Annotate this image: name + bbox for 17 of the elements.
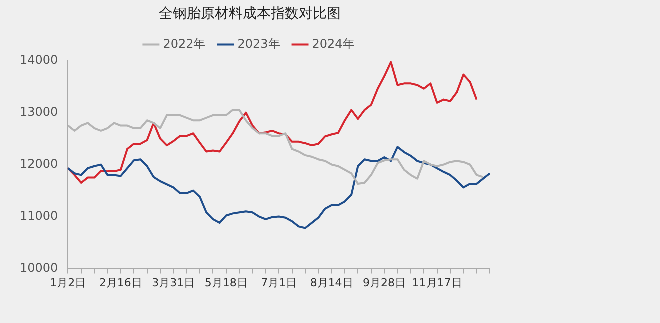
chart-title: 全钢胎原材料成本指数对比图 — [159, 6, 341, 22]
x-tick-label: 11月17日 — [412, 276, 462, 290]
legend-label: 2024年 — [312, 36, 355, 51]
y-tick-label: 10000 — [20, 260, 58, 275]
x-tick-label: 3月31日 — [152, 276, 196, 290]
x-tick-label: 7月1日 — [261, 276, 298, 290]
x-tick-label: 8月14日 — [310, 276, 354, 290]
y-tick-label: 11000 — [20, 208, 58, 223]
y-tick-label: 13000 — [20, 104, 58, 119]
x-tick-label: 2月16日 — [99, 276, 142, 290]
x-tick-label: 9月28日 — [363, 276, 406, 290]
x-tick-label: 5月18日 — [204, 276, 248, 290]
x-tick-label: 1月2日 — [50, 276, 86, 290]
y-tick-label: 12000 — [20, 156, 58, 171]
y-tick-label: 14000 — [20, 52, 58, 67]
legend-label: 2022年 — [163, 36, 206, 51]
legend-label: 2023年 — [238, 36, 280, 51]
